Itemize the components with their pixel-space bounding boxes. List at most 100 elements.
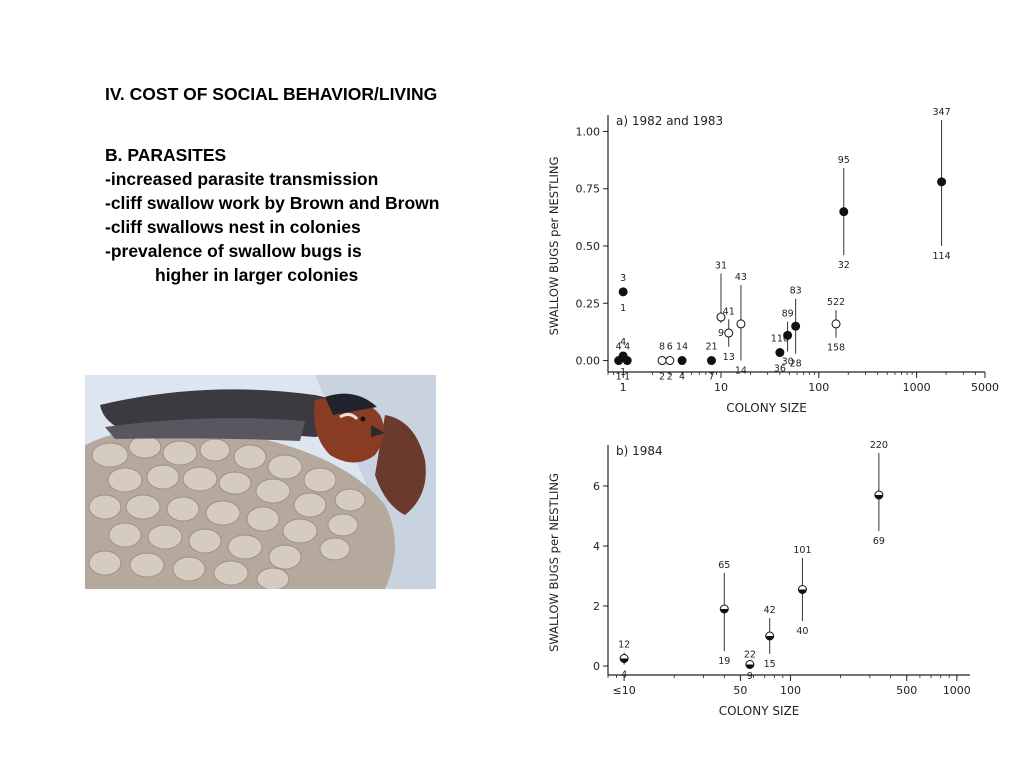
chart-title: a) 1982 and 1983 xyxy=(616,114,723,128)
data-label-n: 14 xyxy=(676,342,688,353)
chart-title: b) 1984 xyxy=(616,444,663,458)
x-tick-label: 5000 xyxy=(971,381,999,394)
data-label-n: 8 xyxy=(659,342,665,353)
data-label-n: 12 xyxy=(618,640,630,651)
data-point-half-fill xyxy=(798,589,807,594)
x-tick-label: 1000 xyxy=(943,684,971,697)
data-label-n: 4 xyxy=(616,342,622,353)
data-label-n: 22 xyxy=(744,649,756,660)
data-label-colonies: 114 xyxy=(933,251,951,262)
data-label-n: 65 xyxy=(718,560,730,571)
chart-1984: 0 2 4 6 ≤10 50 100 500 1000 COLONY SIZE SWALLOW BU… xyxy=(540,425,1000,725)
data-point-filled xyxy=(839,207,849,217)
data-label-n: 42 xyxy=(764,605,776,616)
y-axis-label: SWALLOW BUGS per NESTLING xyxy=(547,157,561,336)
data-point-open xyxy=(724,328,734,338)
data-label-colonies: 69 xyxy=(873,536,885,547)
chart-1982-1983: 0.00 0.25 0.50 0.75 1.00 1 10 100 1000 5000 COLONY… xyxy=(540,100,1000,420)
data-label-n: 43 xyxy=(735,272,747,283)
data-point-filled xyxy=(706,356,716,366)
x-axis-label: COLONY SIZE xyxy=(719,704,800,718)
data-label-n: 21 xyxy=(705,342,717,353)
bullet-item-continuation: higher in larger colonies xyxy=(155,265,359,285)
bullet-item: -cliff swallow work by Brown and Brown xyxy=(105,193,440,213)
data-label-n: 83 xyxy=(790,286,802,297)
data-label-colonies: 7 xyxy=(708,372,714,383)
data-point-open xyxy=(665,356,675,366)
data-label-colonies: 30 xyxy=(782,356,794,367)
data-label-colonies: 158 xyxy=(827,343,845,354)
data-label-n: 41 xyxy=(723,306,735,317)
data-point-half-fill xyxy=(765,636,774,640)
data-label-colonies: 13 xyxy=(723,352,735,363)
y-tick-label: 0.00 xyxy=(576,355,601,368)
data-label-colonies: 1 xyxy=(620,303,626,314)
x-tick-label: 1 xyxy=(620,381,627,394)
data-label-n: 4 xyxy=(624,342,630,353)
y-tick-label: 1.00 xyxy=(576,125,601,138)
data-point-open xyxy=(736,319,746,329)
data-label-n: 95 xyxy=(838,155,850,166)
y-tick-label: 0 xyxy=(593,660,600,673)
x-tick-label: 500 xyxy=(896,684,917,697)
data-label-colonies: 4 xyxy=(621,670,627,681)
data-point-open xyxy=(657,356,667,366)
data-label-colonies: 19 xyxy=(718,656,730,667)
data-point-filled xyxy=(677,356,687,366)
data-label-n: 31 xyxy=(715,260,727,271)
data-label-n: 4 xyxy=(620,337,626,348)
x-axis-label: COLONY SIZE xyxy=(726,401,807,415)
data-label-colonies: 40 xyxy=(796,626,808,637)
data-point-filled xyxy=(622,356,632,366)
x-tick-label: 1000 xyxy=(903,381,931,394)
data-label-colonies: 9 xyxy=(747,671,753,682)
data-label-n: 101 xyxy=(793,545,811,556)
data-point-half-fill xyxy=(874,495,883,499)
data-label-colonies: 15 xyxy=(764,659,776,670)
bullet-item: -prevalence of swallow bugs is xyxy=(105,241,362,261)
data-label-colonies: 2 xyxy=(659,372,665,383)
data-label-n: 347 xyxy=(933,107,951,118)
data-point-half-fill xyxy=(745,664,754,669)
data-point-filled xyxy=(783,330,793,340)
bullet-item: -increased parasite transmission xyxy=(105,169,379,189)
data-label-n: 110 xyxy=(771,334,789,345)
data-point-filled xyxy=(775,348,785,358)
x-tick-label: 100 xyxy=(808,381,829,394)
y-tick-label: 0.25 xyxy=(576,297,601,310)
data-label-colonies: 1 xyxy=(620,367,626,378)
slide-title: IV. COST OF SOCIAL BEHAVIOR/LIVING xyxy=(105,84,438,104)
data-label-n: 3 xyxy=(620,273,626,284)
x-tick-label: ≤10 xyxy=(613,684,636,697)
x-tick-label: 100 xyxy=(780,684,801,697)
cliff-swallow-photo xyxy=(85,375,436,589)
y-tick-label: 0.75 xyxy=(576,183,601,196)
cliff-swallow-illustration xyxy=(85,375,436,589)
y-tick-label: 2 xyxy=(593,600,600,613)
y-tick-label: 4 xyxy=(593,540,600,553)
y-axis-label: SWALLOW BUGS per NESTLING xyxy=(547,473,561,652)
data-point-filled xyxy=(937,177,947,187)
data-point-half-fill xyxy=(720,609,729,613)
data-label-colonies: 9 xyxy=(718,328,724,339)
data-label-n: 6 xyxy=(667,342,673,353)
data-point-open xyxy=(716,312,726,322)
data-point-open xyxy=(831,319,841,329)
data-point-filled xyxy=(791,321,801,331)
data-label-colonies: 28 xyxy=(790,359,802,370)
y-tick-label: 6 xyxy=(593,480,600,493)
data-label-colonies: 1 xyxy=(616,372,622,383)
x-tick-label: 10 xyxy=(714,381,728,394)
data-label-n: 220 xyxy=(870,440,888,451)
data-point-filled xyxy=(618,287,628,297)
data-label-colonies: 14 xyxy=(735,366,747,377)
data-label-colonies: 32 xyxy=(838,260,850,271)
bullet-list: B. PARASITES -increased parasite transmi… xyxy=(105,143,439,287)
x-tick-label: 50 xyxy=(733,684,747,697)
data-point-half-fill xyxy=(620,658,629,663)
y-tick-label: 0.50 xyxy=(576,240,601,253)
data-label-colonies: 2 xyxy=(667,372,673,383)
bullet-item: -cliff swallows nest in colonies xyxy=(105,217,361,237)
data-label-n: 522 xyxy=(827,297,845,308)
data-label-colonies: 4 xyxy=(679,372,685,383)
